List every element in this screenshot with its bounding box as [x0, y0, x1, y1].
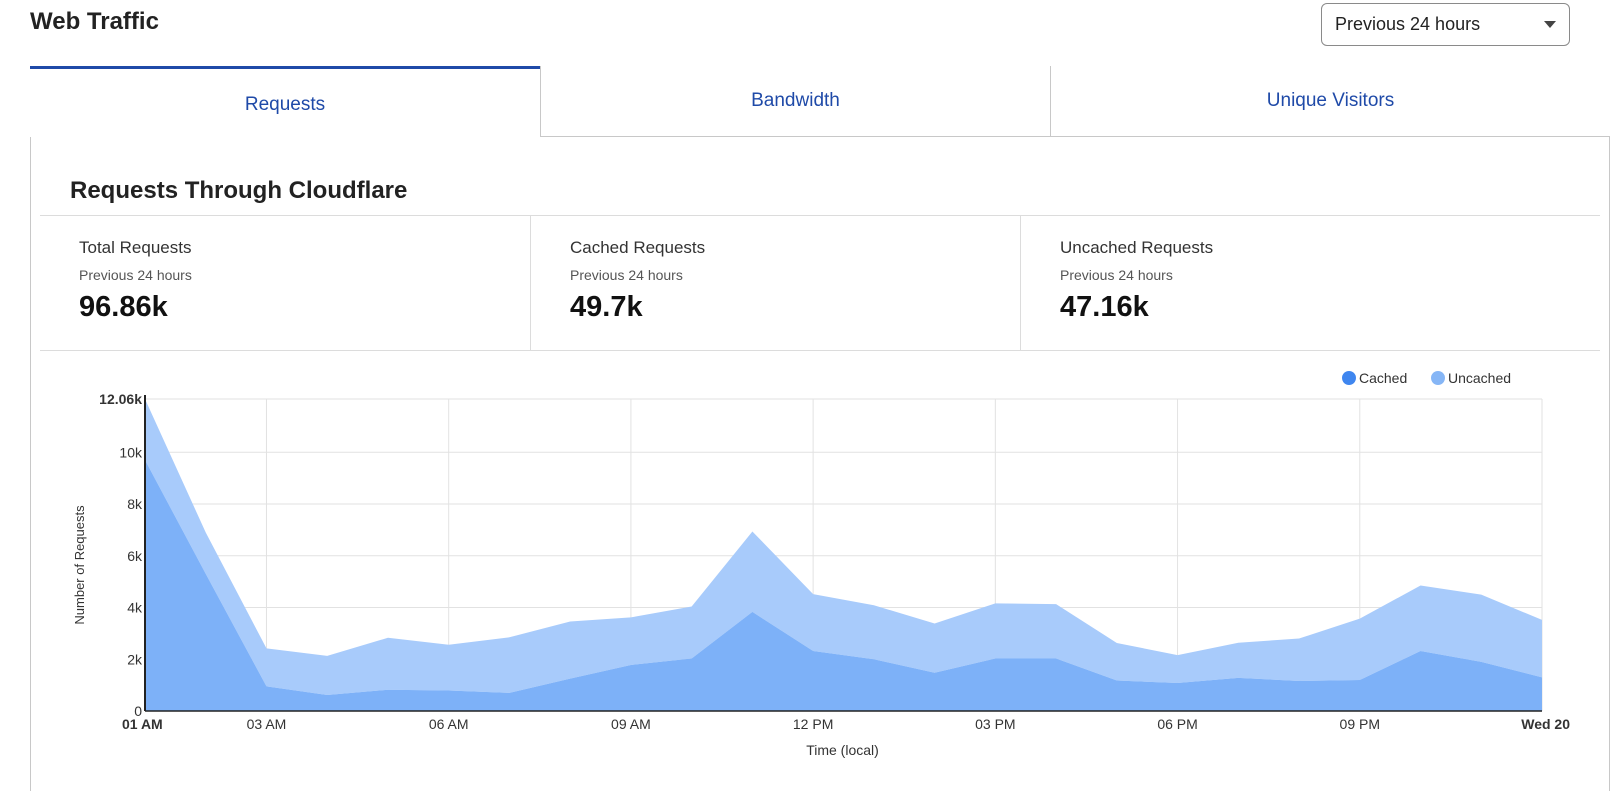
time-range-value: Previous 24 hours — [1335, 14, 1481, 34]
y-tick-label: 2k — [127, 651, 143, 667]
stat-period: Previous 24 hours — [570, 267, 683, 283]
legend-label-cached: Cached — [1359, 370, 1407, 386]
x-tick-label: 09 AM — [611, 716, 651, 732]
series-cached-area — [145, 460, 1542, 711]
chevron-down-icon — [1544, 21, 1556, 28]
series-uncached-area — [145, 399, 1542, 695]
traffic-tabs: Requests Bandwidth Unique Visitors — [30, 66, 1610, 137]
stat-value: 96.86k — [79, 291, 168, 323]
stat-label: Uncached Requests — [1060, 238, 1214, 257]
y-tick-label: 0 — [134, 703, 142, 719]
stat-cached-requests: Cached Requests Previous 24 hours 49.7k — [530, 216, 1020, 351]
tab-unique-visitors[interactable]: Unique Visitors — [1050, 66, 1610, 137]
x-tick-label: 01 AM — [122, 716, 163, 732]
y-tick-label: 4k — [127, 600, 143, 616]
legend-marker-uncached — [1431, 371, 1445, 385]
y-axis-title: Number of Requests — [72, 505, 87, 625]
y-tick-label: 8k — [127, 496, 143, 512]
stat-value: 47.16k — [1060, 291, 1149, 323]
divider — [40, 215, 1600, 216]
time-range-select[interactable]: Previous 24 hours — [1321, 3, 1570, 46]
x-tick-label: 12 PM — [793, 716, 833, 732]
tab-bandwidth[interactable]: Bandwidth — [540, 66, 1050, 137]
y-tick-label: 10k — [119, 444, 143, 460]
stat-period: Previous 24 hours — [79, 267, 192, 283]
stat-period: Previous 24 hours — [1060, 267, 1173, 283]
x-tick-label: 03 PM — [975, 716, 1015, 732]
x-axis-title: Time (local) — [806, 742, 879, 758]
x-tick-label: Wed 20 — [1521, 716, 1570, 732]
y-tick-label: 6k — [127, 548, 143, 564]
stat-value: 49.7k — [570, 291, 643, 323]
tab-requests[interactable]: Requests — [30, 66, 540, 137]
x-tick-label: 09 PM — [1340, 716, 1380, 732]
divider — [40, 350, 1600, 351]
legend-marker-cached — [1342, 371, 1356, 385]
stat-uncached-requests: Uncached Requests Previous 24 hours 47.1… — [1020, 216, 1600, 351]
stat-total-requests: Total Requests Previous 24 hours 96.86k — [40, 216, 530, 351]
stat-label: Total Requests — [79, 238, 192, 257]
legend-label-uncached: Uncached — [1448, 370, 1511, 386]
y-tick-label: 12.06k — [99, 391, 142, 407]
page-title: Web Traffic — [30, 8, 159, 35]
x-tick-label: 06 PM — [1157, 716, 1197, 732]
x-tick-label: 06 AM — [429, 716, 469, 732]
x-tick-label: 03 AM — [247, 716, 287, 732]
section-title: Requests Through Cloudflare — [70, 177, 408, 204]
stat-label: Cached Requests — [570, 238, 706, 257]
